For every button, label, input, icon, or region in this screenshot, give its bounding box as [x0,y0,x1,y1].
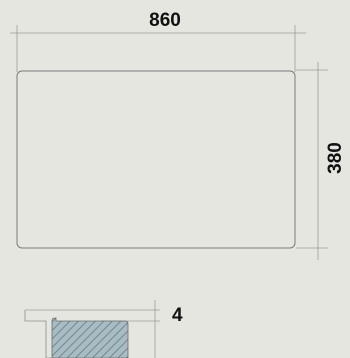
thickness-label: 4 [172,305,183,326]
height-label: 380 [325,142,346,174]
sink-outline [16,70,296,249]
width-label: 860 [149,10,181,31]
thickness-detail: 4 [24,300,183,358]
height-dimension: 380 [296,62,346,260]
width-dimension: 860 [10,10,306,72]
hatched-section [51,317,129,358]
